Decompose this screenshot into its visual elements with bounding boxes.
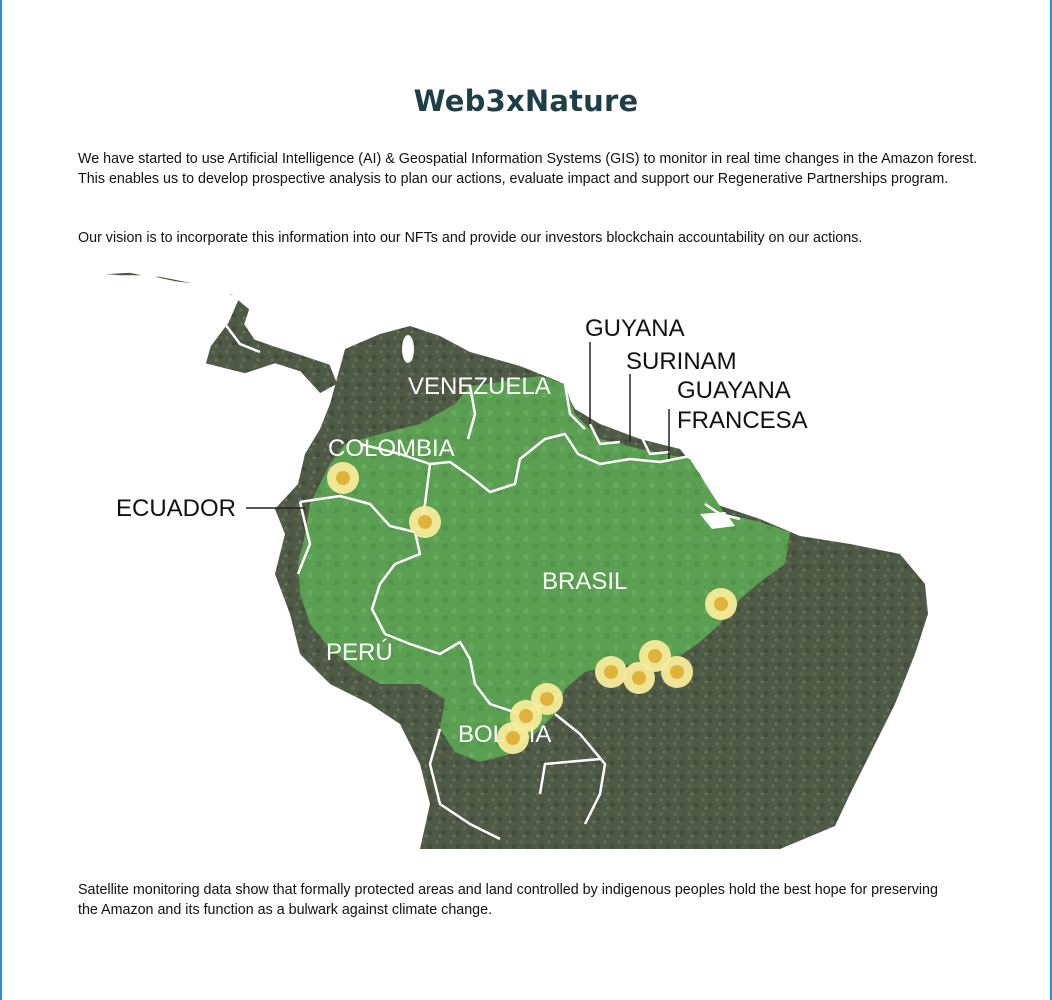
- intro-paragraph: We have started to use Artificial Intell…: [78, 151, 978, 187]
- map-marker[interactable]: [409, 506, 441, 538]
- label-venezuela: VENEZUELA: [408, 373, 551, 400]
- page-title: Web3xNature: [413, 84, 639, 118]
- country-borders: [148, 283, 741, 841]
- map-marker[interactable]: [327, 462, 359, 494]
- label-brasil: BRASIL: [542, 568, 627, 595]
- frame-border-left: [0, 0, 2, 1000]
- amazon-basin: [298, 376, 790, 762]
- label-surinam: SURINAM: [626, 348, 737, 375]
- label-guayana: GUAYANA: [677, 377, 791, 404]
- frame-border-right: [1050, 0, 1052, 1000]
- map-marker[interactable]: [623, 662, 655, 694]
- label-leader-lines: [246, 342, 670, 509]
- amazon-map-svg: VENEZUELA COLOMBIA BRASIL PERÚ BOLIVIA E…: [94, 271, 928, 849]
- land-central-america: [94, 271, 339, 395]
- map-marker[interactable]: [595, 656, 627, 688]
- monitoring-markers: [327, 462, 737, 754]
- label-colombia: COLOMBIA: [328, 435, 455, 462]
- label-guyana: GUYANA: [585, 315, 685, 342]
- closing-paragraph: Satellite monitoring data show that form…: [78, 882, 938, 918]
- amazon-map: VENEZUELA COLOMBIA BRASIL PERÚ BOLIVIA E…: [0, 264, 1052, 854]
- label-ecuador: ECUADOR: [116, 495, 236, 522]
- map-marker[interactable]: [497, 722, 529, 754]
- map-marker[interactable]: [639, 640, 671, 672]
- vision-paragraph: Our vision is to incorporate this inform…: [78, 230, 863, 246]
- label-peru: PERÚ: [326, 639, 393, 666]
- lake-maracaibo: [402, 335, 414, 363]
- map-marker[interactable]: [661, 656, 693, 688]
- label-francesa: FRANCESA: [677, 407, 808, 434]
- marajo-island-outline: [700, 512, 735, 529]
- map-marker[interactable]: [705, 588, 737, 620]
